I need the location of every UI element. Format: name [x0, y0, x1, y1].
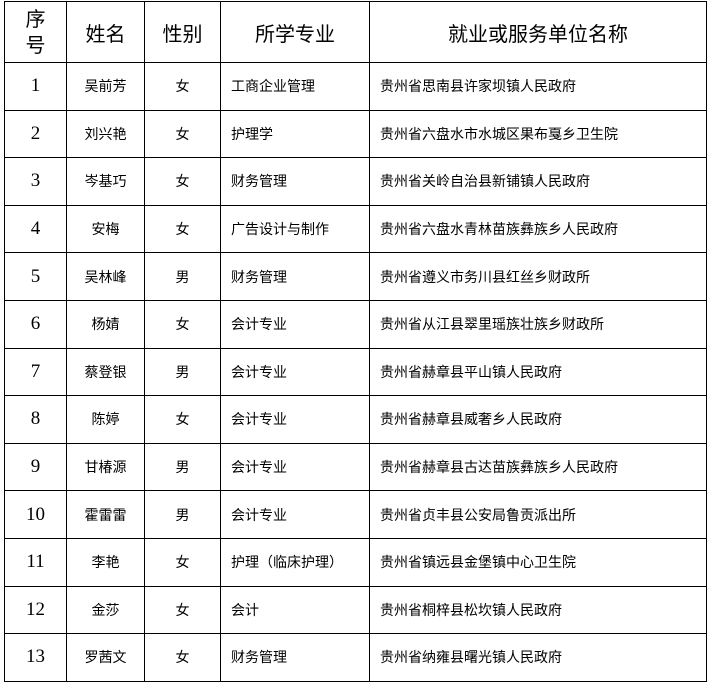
cell-name: 安梅	[66, 204, 145, 254]
cell-name: 陈婷	[66, 395, 145, 444]
cell-no: 7	[4, 347, 67, 397]
cell-name: 李艳	[66, 537, 145, 587]
cell-name: 刘兴艳	[66, 109, 145, 159]
table-row: 12 金莎女会计 贵州省桐梓县松坎镇人民政府	[4, 585, 707, 635]
header-no: 序号	[4, 1, 67, 63]
cell-employer: 贵州省从江县翠里瑶族壮族乡财政所	[369, 299, 707, 349]
cell-employer: 贵州省六盘水青林苗族彝族乡人民政府	[369, 204, 707, 254]
header-gender: 性别	[144, 1, 221, 63]
table-row: 8 陈婷女会计专业 贵州省赫章县威奢乡人民政府	[4, 395, 707, 444]
cell-employer: 贵州省赫章县平山镇人民政府	[369, 347, 707, 397]
cell-employer: 贵州省赫章县古达苗族彝族乡人民政府	[369, 442, 707, 492]
header-employer: 就业或服务单位名称	[369, 1, 707, 63]
header-row: 序号 姓名 性别 所学专业 就业或服务单位名称	[4, 1, 707, 63]
cell-name: 罗茜文	[66, 633, 145, 682]
cell-gender: 女	[144, 157, 221, 206]
cell-name: 甘椿源	[66, 442, 145, 492]
table-row: 3 岑基巧女财务管理 贵州省关岭自治县新铺镇人民政府	[4, 157, 707, 206]
table-row: 5 吴林峰男财务管理 贵州省遵义市务川县红丝乡财政所	[4, 252, 707, 301]
table-row: 9 甘椿源男会计专业 贵州省赫章县古达苗族彝族乡人民政府	[4, 442, 707, 492]
cell-gender: 女	[144, 585, 221, 635]
cell-no: 9	[4, 442, 67, 492]
cell-employer: 贵州省赫章县威奢乡人民政府	[369, 395, 707, 444]
cell-no: 10	[4, 490, 67, 539]
cell-gender: 女	[144, 62, 221, 111]
cell-major: 广告设计与制作	[220, 204, 370, 254]
cell-name: 岑基巧	[66, 157, 145, 206]
cell-name: 蔡登银	[66, 347, 145, 397]
cell-gender: 男	[144, 442, 221, 492]
cell-no: 13	[4, 633, 67, 682]
cell-major: 会计专业	[220, 395, 370, 444]
cell-employer: 贵州省镇远县金堡镇中心卫生院	[369, 537, 707, 587]
header-name: 姓名	[66, 1, 145, 63]
table-row: 4 安梅女广告设计与制作 贵州省六盘水青林苗族彝族乡人民政府	[4, 204, 707, 254]
cell-employer: 贵州省思南县许家坝镇人民政府	[369, 62, 707, 111]
cell-no: 11	[4, 537, 67, 587]
cell-no: 12	[4, 585, 67, 635]
cell-gender: 男	[144, 347, 221, 397]
cell-gender: 女	[144, 537, 221, 587]
table-row: 10 霍雷雷男会计专业 贵州省贞丰县公安局鲁贡派出所	[4, 490, 707, 539]
cell-no: 5	[4, 252, 67, 301]
cell-name: 金莎	[66, 585, 145, 635]
cell-employer: 贵州省关岭自治县新铺镇人民政府	[369, 157, 707, 206]
table-row: 13 罗茜文女财务管理 贵州省纳雍县曙光镇人民政府	[4, 633, 707, 682]
cell-major: 工商企业管理	[220, 62, 370, 111]
cell-major: 护理（临床护理）	[220, 537, 370, 587]
cell-name: 吴林峰	[66, 252, 145, 301]
table-row: 1 吴前芳女工商企业管理 贵州省思南县许家坝镇人民政府	[4, 62, 707, 111]
cell-name: 吴前芳	[66, 62, 145, 111]
table-row: 6 杨婧女会计专业 贵州省从江县翠里瑶族壮族乡财政所	[4, 299, 707, 349]
cell-gender: 男	[144, 252, 221, 301]
cell-no: 6	[4, 299, 67, 349]
cell-name: 杨婧	[66, 299, 145, 349]
cell-gender: 男	[144, 490, 221, 539]
cell-no: 2	[4, 109, 67, 159]
cell-no: 4	[4, 204, 67, 254]
cell-gender: 女	[144, 633, 221, 682]
employment-table: 序号 姓名 性别 所学专业 就业或服务单位名称 1 吴前芳女工商企业管理 贵州省思南…	[4, 1, 707, 682]
cell-major: 会计专业	[220, 442, 370, 492]
cell-no: 3	[4, 157, 67, 206]
cell-employer: 贵州省纳雍县曙光镇人民政府	[369, 633, 707, 682]
cell-major: 护理学	[220, 109, 370, 159]
cell-gender: 女	[144, 299, 221, 349]
cell-no: 1	[4, 62, 67, 111]
header-major: 所学专业	[220, 1, 370, 63]
table-row: 7 蔡登银男会计专业 贵州省赫章县平山镇人民政府	[4, 347, 707, 397]
cell-major: 财务管理	[220, 252, 370, 301]
table-row: 11 李艳女护理（临床护理） 贵州省镇远县金堡镇中心卫生院	[4, 537, 707, 587]
cell-major: 会计专业	[220, 347, 370, 397]
cell-name: 霍雷雷	[66, 490, 145, 539]
cell-major: 财务管理	[220, 157, 370, 206]
cell-employer: 贵州省六盘水市水城区果布戛乡卫生院	[369, 109, 707, 159]
cell-employer: 贵州省贞丰县公安局鲁贡派出所	[369, 490, 707, 539]
table-row: 2 刘兴艳女护理学 贵州省六盘水市水城区果布戛乡卫生院	[4, 109, 707, 159]
cell-major: 会计	[220, 585, 370, 635]
cell-gender: 女	[144, 395, 221, 444]
cell-major: 财务管理	[220, 633, 370, 682]
cell-major: 会计专业	[220, 490, 370, 539]
cell-gender: 女	[144, 204, 221, 254]
cell-no: 8	[4, 395, 67, 444]
cell-employer: 贵州省桐梓县松坎镇人民政府	[369, 585, 707, 635]
cell-major: 会计专业	[220, 299, 370, 349]
cell-employer: 贵州省遵义市务川县红丝乡财政所	[369, 252, 707, 301]
cell-gender: 女	[144, 109, 221, 159]
